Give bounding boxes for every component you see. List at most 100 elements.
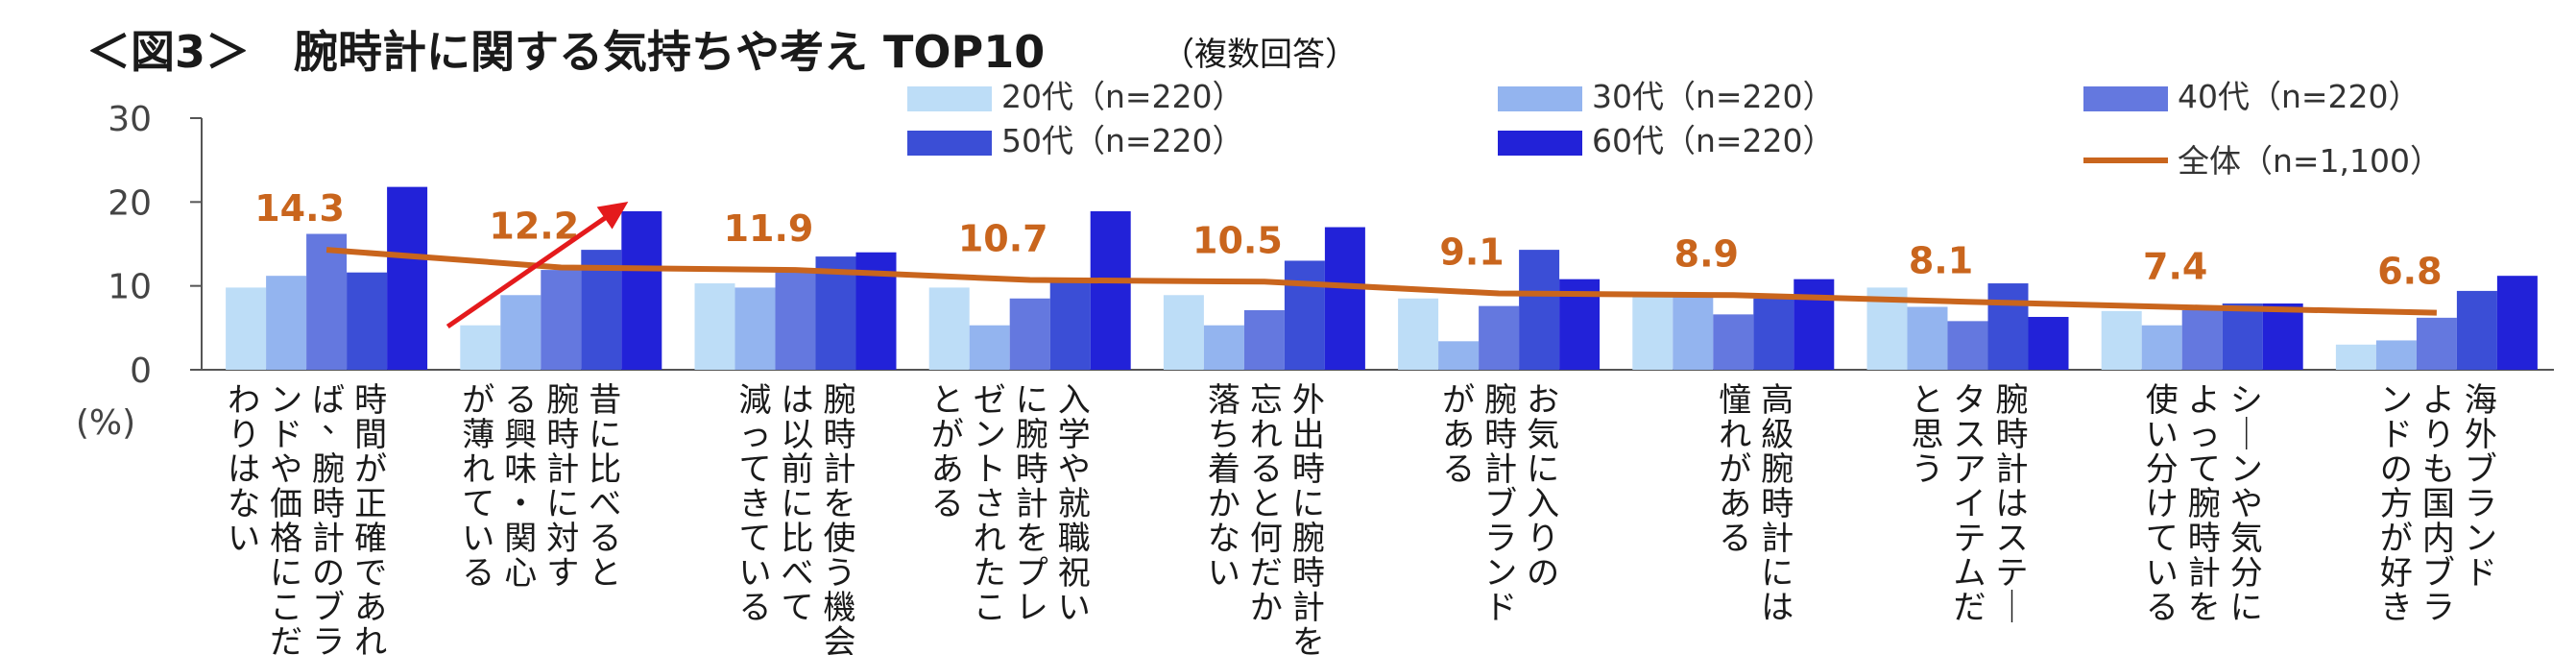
overall-series-line [325, 247, 2437, 316]
bars [226, 186, 2538, 370]
category-label-line: 落ち着かない [1208, 381, 1240, 593]
data-label: 10.7 [958, 218, 1048, 260]
category-label-line: シ｜ンや気分に [2230, 381, 2263, 627]
legend-label: 30代（n=220） [1592, 78, 1835, 115]
bar [1753, 298, 1794, 370]
data-label: 7.4 [2143, 245, 2207, 287]
y-tick-label: 10 [108, 268, 152, 307]
legend: 20代（n=220） 30代（n=220） 40代（n=220） 50代（n=220）… [907, 78, 2442, 180]
legend-label: 50代（n=220） [1001, 122, 1244, 159]
bar [226, 287, 267, 370]
bar [1907, 306, 1948, 370]
category-label-line: 外出時に腕時計を [1292, 381, 1325, 655]
bar [2141, 325, 2182, 370]
category-label-line: 高級腕時計には [1761, 381, 1794, 627]
legend-label: 全体（n=1,100） [2178, 142, 2442, 180]
legend-label: 60代（n=220） [1592, 122, 1835, 159]
arrow-shaft [445, 208, 616, 329]
category-label-line: 減ってきている [739, 381, 772, 627]
arrow-head [596, 202, 629, 230]
category-label-line: ゼントされたこ [974, 381, 1006, 627]
bar [815, 256, 856, 370]
bar [694, 283, 735, 370]
data-label: 14.3 [254, 187, 345, 230]
bar [2181, 309, 2223, 370]
category-label-line: が薄れている [462, 381, 494, 593]
chart-subtitle: （複数回答） [1162, 36, 1358, 74]
bar [2416, 317, 2457, 370]
category-label-line: 入学や就職祝い [1058, 381, 1091, 627]
bar [2222, 303, 2263, 370]
bar [500, 295, 542, 370]
category-label-line: ンドの方が好き [2380, 381, 2413, 627]
category-label-line: 忘れると何だか [1250, 381, 1283, 627]
category-label-line: 海外ブランド [2465, 381, 2497, 593]
bar [1479, 305, 1520, 370]
y-tick-label: 0 [130, 352, 152, 391]
bar [2496, 276, 2538, 370]
data-label: 8.1 [1909, 239, 1973, 281]
data-label: 8.9 [1674, 232, 1739, 275]
category-label-line: る興味・関心 [504, 381, 537, 593]
bar [1284, 260, 1325, 370]
legend-swatch [1498, 131, 1582, 156]
data-label: 12.2 [489, 205, 579, 247]
category-label-line: お気に入りの [1527, 381, 1559, 593]
bar [1398, 298, 1439, 370]
bar [1632, 295, 1673, 370]
legend-label: 40代（n=220） [2178, 78, 2420, 115]
bar [347, 272, 388, 370]
legend-swatch [907, 86, 992, 111]
category-label-line: 腕時計はステ｜ [1996, 381, 2029, 627]
bar [2456, 290, 2497, 370]
category-label-line: ンドや価格にこだ [270, 381, 302, 655]
bar [2028, 316, 2069, 370]
bar [1987, 283, 2029, 370]
y-axis-unit-label: (%) [76, 403, 135, 443]
y-tick-label: 20 [108, 183, 152, 223]
data-label: 9.1 [1439, 231, 1504, 274]
category-label-line: 使い分けている [2146, 381, 2179, 627]
category-label-line: がある [1442, 381, 1475, 489]
legend-swatch [907, 131, 992, 156]
category-label-line: 昔に比べると [589, 381, 621, 593]
category-label-line: に腕時計をプレ [1016, 381, 1048, 627]
bar [460, 325, 501, 370]
data-labels: 14.3 12.2 11.9 10.7 10.5 9.1 8.9 8.1 7.4 6.8 [254, 187, 2442, 293]
bar [2101, 310, 2142, 370]
bar [541, 270, 582, 370]
y-tick-label: 30 [108, 100, 152, 139]
bar [1438, 341, 1480, 370]
bar [266, 276, 307, 370]
bar [1519, 250, 1560, 370]
data-label: 11.9 [724, 207, 814, 250]
bar [2335, 344, 2376, 370]
bar [1090, 210, 1131, 370]
bar [387, 186, 428, 370]
category-label-line: は以前に比べて [782, 381, 814, 627]
bar [1713, 314, 1754, 370]
bar [306, 233, 348, 370]
category-label-line: 腕時計に対す [546, 381, 579, 593]
legend-swatch [1498, 86, 1582, 111]
annotation-arrow [445, 202, 629, 329]
category-label-line: 憧れがある [1719, 381, 1751, 558]
bar [1009, 298, 1050, 370]
bar [775, 270, 816, 370]
category-label-line: ば、腕時計のブラ [312, 381, 354, 655]
category-label-line: わりはない [228, 381, 260, 558]
bar [2262, 303, 2303, 370]
chart-title: ＜図3＞ 腕時計に関する気持ちや考え TOP10 [86, 26, 1045, 78]
bar [969, 325, 1010, 370]
overall-line [325, 247, 2437, 316]
bar [621, 210, 662, 370]
bar [928, 287, 970, 370]
category-label-line: 時間が正確であれ [354, 381, 387, 655]
category-label-line: と思う [1912, 381, 1944, 489]
bar [1673, 295, 1714, 370]
data-label: 6.8 [2377, 251, 2442, 293]
legend-swatch [2083, 86, 2168, 111]
bar [734, 287, 776, 370]
